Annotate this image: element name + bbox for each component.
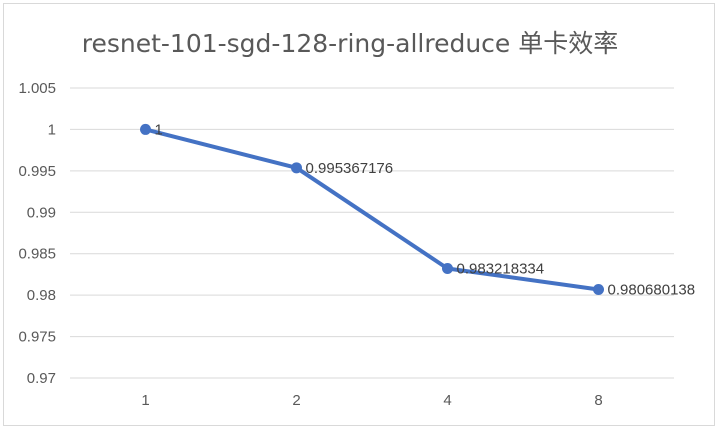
data-label: 0.980680138 <box>608 282 696 299</box>
x-tick-label: 4 <box>443 392 451 409</box>
data-label: 0.995367176 <box>306 160 394 177</box>
chart-border <box>3 3 715 426</box>
y-tick-label: 0.975 <box>18 329 56 346</box>
chart-title: resnet-101-sgd-128-ring-allreduce 单卡效率 <box>82 29 619 58</box>
series-line-group <box>140 123 604 296</box>
data-point <box>442 262 453 274</box>
x-tick-label: 1 <box>141 392 149 409</box>
data-label: 0.983218334 <box>457 260 545 277</box>
x-tick-label: 2 <box>292 392 300 409</box>
x-axis-ticks: 1 2 4 8 <box>141 392 602 409</box>
data-labels: 1 0.995367176 0.983218334 0.980680138 <box>155 121 696 298</box>
y-tick-label: 1 <box>48 121 56 138</box>
data-point <box>140 123 151 135</box>
y-tick-label: 0.98 <box>27 287 56 304</box>
y-axis-ticks: 0.97 0.975 0.98 0.985 0.99 0.995 1 1.005 <box>18 80 56 387</box>
y-tick-label: 0.985 <box>18 246 56 263</box>
series-line <box>143 127 601 292</box>
gridlines <box>70 87 674 379</box>
y-tick-label: 0.99 <box>27 204 56 221</box>
y-tick-label: 0.97 <box>27 370 56 387</box>
data-label: 1 <box>155 121 163 138</box>
data-point <box>593 284 604 296</box>
x-tick-label: 8 <box>594 392 602 409</box>
data-point <box>291 162 302 174</box>
y-tick-label: 1.005 <box>18 80 56 97</box>
y-tick-label: 0.995 <box>18 163 56 180</box>
